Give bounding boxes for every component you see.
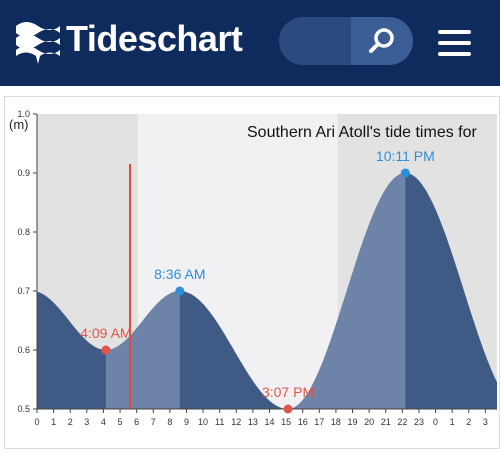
x-tick-label: 2 (68, 417, 73, 427)
x-tick-label: 3 (483, 417, 488, 427)
high-tide-point (400, 168, 410, 178)
low-tide-point (283, 404, 293, 414)
x-tick-label: 20 (364, 417, 374, 427)
x-tick-label: 14 (264, 417, 274, 427)
x-tick-label: 0 (34, 417, 39, 427)
x-tick-label: 1 (450, 417, 455, 427)
y-tick-label: 0.6 (17, 345, 30, 355)
x-tick-label: 12 (231, 417, 241, 427)
tide-time-label: 3:07 PM (262, 384, 314, 400)
x-tick-label: 3 (84, 417, 89, 427)
high-tide-point (175, 286, 185, 296)
search-button[interactable] (351, 17, 413, 65)
x-tick-label: 6 (134, 417, 139, 427)
x-tick-label: 17 (314, 417, 324, 427)
chart-card: 0.5 0.6 0.7 0.8 0.9 1.0 0 1 2 3 4 5 6 7 8 9 10 11 12 13 14 15… (4, 96, 500, 449)
rising-tide-area (288, 173, 406, 409)
y-tick-label: 0.7 (17, 286, 30, 296)
chart-title: Southern Ari Atoll's tide times for (247, 124, 478, 141)
x-tick-label: 22 (397, 417, 407, 427)
x-tick-label: 21 (381, 417, 391, 427)
y-tick-label: 0.8 (17, 227, 30, 237)
x-tick-label: 16 (298, 417, 308, 427)
y-tick-label: 1.0 (17, 109, 30, 119)
x-tick-label: 2 (466, 417, 471, 427)
x-tick-label: 9 (184, 417, 189, 427)
rising-tide-area (105, 291, 180, 409)
y-axis-label: (m) (9, 117, 29, 132)
x-tick-label: 11 (215, 417, 224, 427)
x-tick-label: 13 (248, 417, 258, 427)
brand[interactable]: Tideschart (66, 18, 243, 59)
x-tick-label: 4 (101, 417, 106, 427)
top-bar: Tideschart (0, 0, 500, 86)
x-tick-label: 23 (414, 417, 424, 427)
x-tick-label: 1 (51, 417, 56, 427)
x-tick-label: 0 (433, 417, 438, 427)
search-box[interactable] (279, 17, 413, 65)
y-tick-label: 0.9 (17, 168, 30, 178)
x-tick-label: 8 (167, 417, 172, 427)
x-tick-label: 19 (348, 417, 358, 427)
x-tick-label: 5 (118, 417, 123, 427)
y-tick-label: 0.5 (17, 404, 30, 414)
tide-time-label: 8:36 AM (154, 266, 205, 282)
x-tick-label: 10 (198, 417, 208, 427)
logo-icon (16, 22, 60, 64)
tide-chart: 0.50.60.70.80.91.00 1 2 3 4 5 6 7 8 9 10 11 12 13 14 15… (9, 109, 497, 427)
menu-button[interactable] (438, 28, 474, 58)
x-tick-label: 7 (151, 417, 156, 427)
tide-time-label: 4:09 AM (80, 325, 131, 341)
x-tick-label: 18 (331, 417, 341, 427)
low-tide-point (101, 345, 111, 355)
tide-time-label: 10:11 PM (376, 148, 435, 164)
x-tick-label: 15 (281, 417, 291, 427)
